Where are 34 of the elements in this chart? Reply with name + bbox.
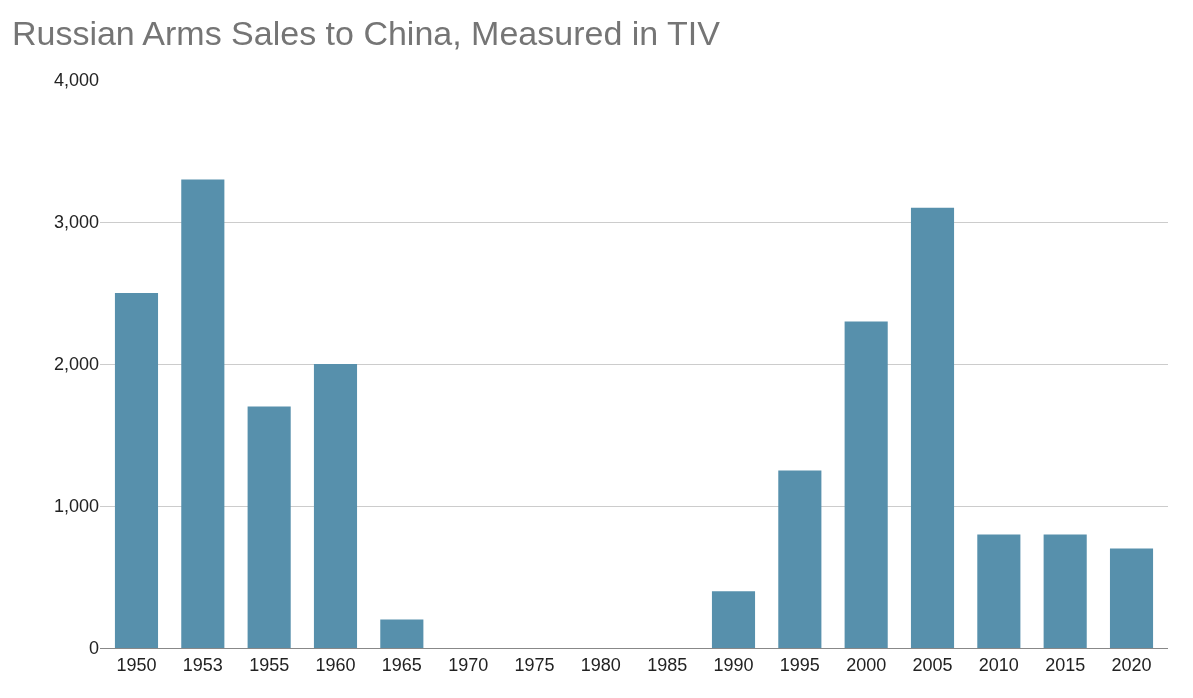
bar: [778, 470, 822, 648]
y-tick-label: 0: [88, 638, 99, 659]
y-tick-label: 2,000: [53, 354, 99, 375]
y-tick-label: 3,000: [53, 212, 99, 233]
x-tick-label: 1953: [182, 654, 223, 675]
bar: [181, 179, 225, 648]
x-tick-label: 1970: [448, 654, 489, 675]
x-tick-label: 1990: [713, 654, 754, 675]
x-tick-label: 2015: [1045, 654, 1086, 675]
x-tick-label: 1985: [647, 654, 688, 675]
x-tick-label: 2010: [978, 654, 1019, 675]
x-tick-label: 1965: [381, 654, 422, 675]
y-tick-label: 4,000: [53, 70, 99, 91]
x-tick-label: 2005: [912, 654, 953, 675]
bar: [313, 364, 358, 648]
bar: [247, 406, 291, 648]
bar: [380, 619, 424, 648]
bar: [977, 534, 1021, 648]
bar: [114, 293, 159, 648]
bar: [844, 321, 888, 648]
bar: [910, 207, 955, 648]
x-tick-label: 1960: [315, 654, 356, 675]
x-tick-label: 2000: [846, 654, 887, 675]
x-tick-label: 1980: [580, 654, 621, 675]
x-tick-label: 1950: [116, 654, 157, 675]
bar: [1109, 548, 1154, 648]
x-tick-label: 1975: [514, 654, 555, 675]
bar: [1043, 534, 1087, 648]
chart-title: Russian Arms Sales to China, Measured in TIV: [11, 13, 721, 52]
x-tick-label: 2020: [1111, 654, 1152, 675]
x-tick-label: 1955: [249, 654, 290, 675]
y-tick-label: 1,000: [53, 496, 99, 517]
x-tick-label: 1995: [779, 654, 820, 675]
bar: [711, 591, 756, 648]
